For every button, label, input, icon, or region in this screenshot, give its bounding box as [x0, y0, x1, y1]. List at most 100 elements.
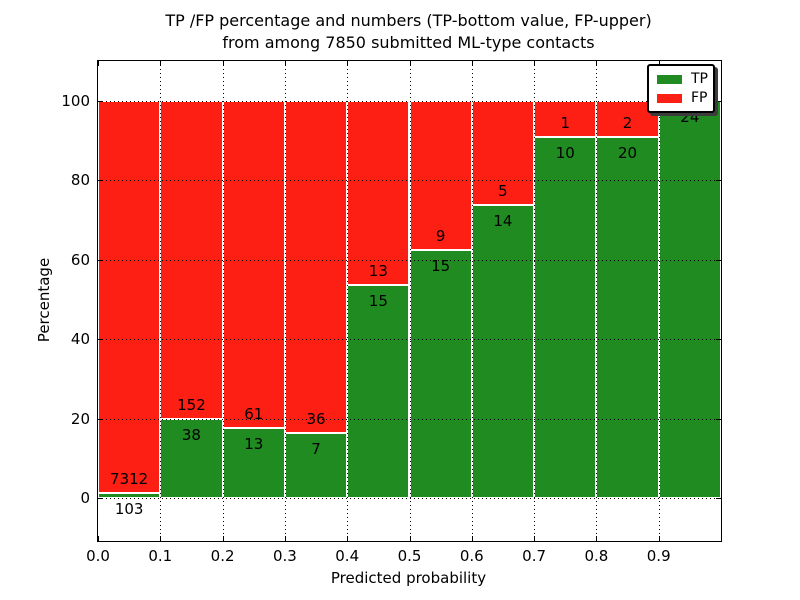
x-tick-label: 0.3 [272, 547, 297, 565]
chart-title-line1: TP /FP percentage and numbers (TP-bottom… [165, 11, 652, 30]
x-tick-label: 0.0 [86, 547, 110, 565]
bar-count-label-fp: 36 [306, 410, 326, 429]
bar-count-label-tp: 14 [493, 212, 513, 231]
y-tick-label: 40 [70, 330, 90, 349]
bar-count-label-tp: 38 [181, 425, 201, 444]
legend-item-tp: TP [657, 72, 708, 86]
tick-mark-bottom [98, 536, 99, 541]
bar-count-label-fp: 1 [560, 113, 571, 132]
tick-mark-left [98, 418, 103, 420]
bar-count-label-fp: 2 [622, 113, 633, 132]
y-tick-label: 0 [80, 489, 90, 508]
x-tick-label: 0.4 [335, 547, 360, 565]
tick-mark-bottom [658, 536, 660, 541]
tick-mark-bottom [409, 536, 411, 541]
bar-segment-fp [596, 100, 659, 137]
x-tick-label: 0.1 [148, 547, 173, 565]
tick-mark-right [716, 180, 721, 182]
gridline-vertical [596, 61, 598, 541]
y-tick-label: 20 [70, 409, 90, 428]
bar-segment-fp [471, 100, 535, 206]
bar-segment-fp [284, 100, 348, 434]
tp-legend-swatch [657, 74, 682, 84]
bar-count-label-fp: 9 [435, 226, 446, 245]
bar-segment-tp [347, 285, 410, 499]
gridline-vertical [534, 61, 536, 541]
bar-count-label-fp: 5 [498, 182, 508, 201]
fp-legend-swatch [657, 93, 682, 103]
x-tick-label: 0.8 [584, 547, 609, 565]
tick-mark-top [409, 61, 411, 66]
tick-mark-bottom [534, 536, 536, 541]
gridline-vertical [471, 61, 473, 541]
bar-count-label-tp: 7 [311, 440, 321, 459]
y-tick-label: 60 [70, 250, 90, 269]
tick-mark-top [98, 61, 99, 66]
x-tick-label: 0.9 [646, 547, 671, 565]
bar-segment-tp [534, 136, 597, 499]
bar-count-label-fp: 7312 [110, 469, 149, 488]
bar-segment-tp [160, 418, 223, 499]
chart-title-line2: from among 7850 submitted ML-type contac… [222, 33, 595, 52]
tick-mark-right [716, 498, 721, 500]
bar-count-label-fp: 61 [244, 405, 264, 424]
bar-segment-fp [98, 100, 161, 493]
tick-mark-top [222, 61, 224, 66]
tick-mark-right [716, 339, 721, 341]
tick-mark-bottom [160, 536, 162, 541]
tick-mark-top [160, 61, 162, 66]
tick-mark-top [534, 61, 536, 66]
y-tick-label: 80 [70, 171, 90, 190]
bar-segment-fp [534, 100, 597, 137]
tick-mark-left [98, 339, 103, 341]
tick-mark-left [98, 498, 103, 500]
x-tick-label: 0.2 [210, 547, 235, 565]
tick-mark-right [716, 418, 721, 420]
gridline-vertical [222, 61, 224, 541]
bar-count-label-tp: 20 [618, 143, 638, 162]
bar-segment-tp [409, 249, 472, 499]
tick-mark-right [716, 100, 721, 102]
bar-count-label-fp: 13 [368, 262, 388, 281]
y-tick-label: 100 [61, 91, 90, 110]
bar-segment-tp [284, 433, 348, 499]
bar-segment-tp [98, 492, 161, 499]
bar-segment-fp [347, 100, 410, 286]
bar-segment-tp [596, 136, 659, 499]
gridline-vertical [409, 61, 411, 541]
gridline-vertical [160, 61, 162, 541]
tick-mark-top [471, 61, 473, 66]
tick-mark-bottom [347, 536, 349, 541]
gridline-vertical [658, 61, 660, 541]
tick-mark-left [98, 100, 103, 102]
gridline-vertical [284, 61, 286, 541]
tick-mark-top [347, 61, 349, 66]
tick-mark-left [98, 180, 103, 182]
legend: TP FP [647, 64, 715, 113]
tick-mark-top [596, 61, 598, 66]
x-tick-label: 0.7 [522, 547, 547, 565]
chart-title: TP /FP percentage and numbers (TP-bottom… [97, 10, 720, 54]
bar-count-label-tp: 103 [114, 499, 144, 518]
legend-item-fp: FP [657, 90, 708, 106]
x-tick-label: 0.5 [397, 547, 422, 565]
bar-segment-tp [222, 428, 285, 499]
bar-segment-tp [658, 100, 721, 499]
bar-count-label-tp: 13 [244, 435, 264, 454]
tick-mark-bottom [284, 536, 286, 541]
bar-count-label-tp: 15 [431, 256, 451, 275]
tick-mark-right [716, 259, 721, 261]
bar-count-label-tp: 15 [368, 292, 388, 311]
tick-mark-bottom [222, 536, 224, 541]
tick-mark-bottom [471, 536, 473, 541]
bar-segment-fp [222, 100, 285, 429]
tick-mark-bottom [596, 536, 598, 541]
gridline-vertical [347, 61, 349, 541]
tick-mark-left [98, 259, 103, 261]
tick-mark-top [284, 61, 286, 66]
tick-mark-top [658, 61, 660, 66]
fp-legend-label: FP [691, 90, 708, 106]
x-tick-label: 0.6 [459, 547, 484, 565]
x-axis-label: Predicted probability [330, 569, 487, 587]
